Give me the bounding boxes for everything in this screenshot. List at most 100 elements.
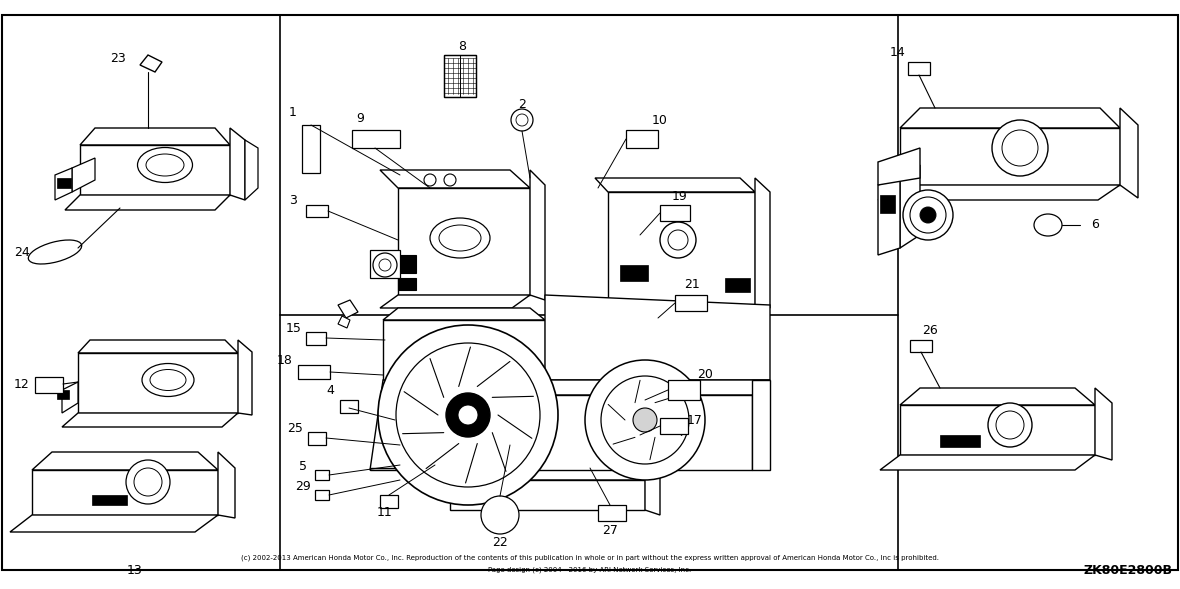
Bar xyxy=(352,130,400,148)
Bar xyxy=(35,377,63,393)
Circle shape xyxy=(373,253,396,277)
Circle shape xyxy=(446,393,490,437)
Text: 25: 25 xyxy=(287,422,303,435)
Bar xyxy=(660,418,688,434)
Circle shape xyxy=(668,230,688,250)
Bar xyxy=(620,265,648,281)
Bar xyxy=(725,278,750,292)
Text: 27: 27 xyxy=(602,524,618,537)
Polygon shape xyxy=(900,128,1120,185)
Bar xyxy=(668,380,700,400)
Circle shape xyxy=(992,120,1048,176)
Text: 26: 26 xyxy=(922,323,938,336)
Ellipse shape xyxy=(430,218,490,258)
Ellipse shape xyxy=(150,369,186,391)
Text: 23: 23 xyxy=(110,51,126,65)
Circle shape xyxy=(1002,130,1038,166)
Text: 11: 11 xyxy=(378,505,393,518)
Ellipse shape xyxy=(439,225,481,251)
Text: 3: 3 xyxy=(289,194,297,207)
Polygon shape xyxy=(78,353,238,413)
Ellipse shape xyxy=(511,109,533,131)
Polygon shape xyxy=(63,382,78,413)
Circle shape xyxy=(396,343,540,487)
Polygon shape xyxy=(238,340,253,415)
Polygon shape xyxy=(1120,108,1138,198)
Polygon shape xyxy=(55,168,72,200)
Ellipse shape xyxy=(146,154,184,176)
Polygon shape xyxy=(32,470,218,515)
Polygon shape xyxy=(72,158,96,192)
Polygon shape xyxy=(384,320,545,380)
Circle shape xyxy=(996,411,1024,439)
Ellipse shape xyxy=(28,240,81,264)
Bar xyxy=(340,400,358,413)
Bar xyxy=(306,332,326,345)
Bar xyxy=(444,55,476,97)
Polygon shape xyxy=(63,413,238,427)
Polygon shape xyxy=(608,192,755,305)
Text: 8: 8 xyxy=(458,39,466,52)
Polygon shape xyxy=(230,128,245,200)
Text: (c) 2002-2013 American Honda Motor Co., Inc. Reproduction of the contents of thi: (c) 2002-2013 American Honda Motor Co., … xyxy=(241,555,939,561)
Polygon shape xyxy=(900,388,1095,405)
Text: 1: 1 xyxy=(289,105,297,118)
Text: 9: 9 xyxy=(356,111,363,124)
Polygon shape xyxy=(878,185,1120,200)
Bar xyxy=(910,340,932,352)
Polygon shape xyxy=(398,188,530,295)
Circle shape xyxy=(378,325,558,505)
Polygon shape xyxy=(371,250,400,278)
Circle shape xyxy=(585,360,704,480)
Polygon shape xyxy=(380,170,530,188)
Bar xyxy=(92,495,127,505)
Polygon shape xyxy=(878,178,900,255)
Bar xyxy=(398,255,417,273)
Ellipse shape xyxy=(142,363,194,396)
Bar xyxy=(315,490,329,500)
Bar xyxy=(907,62,930,75)
Text: 13: 13 xyxy=(127,564,143,577)
Bar xyxy=(598,505,627,521)
Text: 2: 2 xyxy=(518,98,526,111)
Ellipse shape xyxy=(516,114,527,126)
Polygon shape xyxy=(337,300,358,318)
Polygon shape xyxy=(140,55,162,72)
Bar xyxy=(302,125,320,173)
Text: 4: 4 xyxy=(326,383,334,396)
Circle shape xyxy=(379,259,391,271)
Polygon shape xyxy=(755,178,771,308)
Text: 14: 14 xyxy=(890,45,906,58)
Polygon shape xyxy=(78,340,238,353)
Polygon shape xyxy=(384,308,545,320)
Polygon shape xyxy=(9,515,218,532)
Polygon shape xyxy=(450,480,645,510)
Bar xyxy=(57,178,71,188)
Bar xyxy=(880,195,894,213)
Bar xyxy=(57,390,68,399)
Polygon shape xyxy=(878,148,920,185)
Text: 5: 5 xyxy=(299,459,307,472)
Text: 20: 20 xyxy=(697,369,713,382)
Text: 12: 12 xyxy=(14,378,30,391)
Text: 19: 19 xyxy=(673,190,688,203)
Bar xyxy=(299,365,330,379)
Polygon shape xyxy=(880,455,1095,470)
Circle shape xyxy=(660,222,696,258)
Ellipse shape xyxy=(481,496,519,534)
Polygon shape xyxy=(80,128,230,145)
Bar xyxy=(627,130,658,148)
Polygon shape xyxy=(592,305,755,318)
Bar xyxy=(306,205,328,217)
Polygon shape xyxy=(32,452,218,470)
Text: 29: 29 xyxy=(295,479,310,492)
Bar xyxy=(660,205,690,221)
Text: 22: 22 xyxy=(492,535,507,548)
Bar xyxy=(398,278,417,290)
Polygon shape xyxy=(900,108,1120,128)
Polygon shape xyxy=(218,452,235,518)
Text: Page design (c) 2004 - 2016 by ARI Network Services, Inc.: Page design (c) 2004 - 2016 by ARI Netwo… xyxy=(489,567,691,573)
Text: 17: 17 xyxy=(687,413,703,426)
Text: 6: 6 xyxy=(1092,219,1099,231)
Circle shape xyxy=(910,197,946,233)
